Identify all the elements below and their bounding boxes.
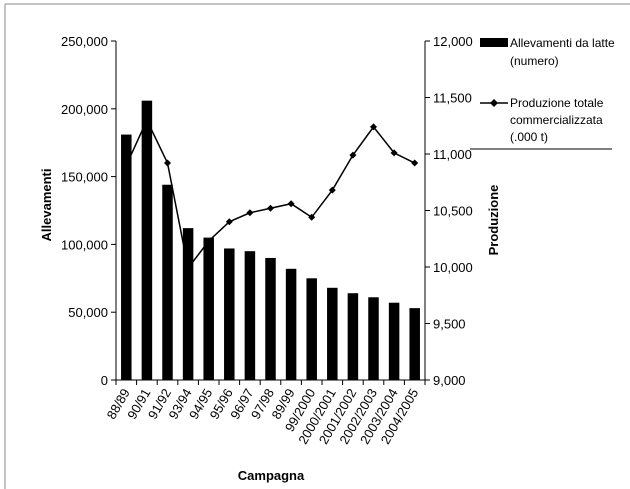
bar-90/91 [141, 100, 153, 380]
legend-label-line-line1: Produzione totale [510, 96, 604, 110]
line-series [122, 116, 419, 272]
right-tick-label: 11,000 [433, 147, 472, 162]
line-point-2000/2001 [328, 186, 336, 194]
line-point-91/92 [164, 159, 171, 167]
x-axis-ticks: 88/8990/9191/9293/9494/9595/9696/9797/98… [104, 380, 426, 447]
left-tick-label: 250,000 [61, 34, 108, 49]
right-tick-label: 11,500 [433, 91, 472, 106]
left-tick-label: 50,000 [68, 305, 108, 320]
line-point-89/99 [287, 200, 295, 208]
legend-bar-swatch [480, 38, 508, 47]
right-tick-label: 9,000 [433, 373, 466, 388]
y2-axis-title: Produzione [486, 185, 501, 256]
legend-label-bars-line2: (numero) [510, 54, 559, 68]
right-tick-label: 12,000 [433, 34, 473, 49]
bar-94/95 [203, 237, 214, 380]
bar-96/97 [244, 251, 256, 380]
bar-2004/2005 [409, 308, 420, 380]
legend-label-line-line2: commercializzata [510, 113, 603, 127]
x-axis-title: Campagna [238, 468, 305, 483]
bar-2000/2001 [327, 287, 338, 380]
left-tick-label: 0 [101, 373, 108, 388]
legend-label-bars-line1: Allevamenti da latte [510, 36, 615, 50]
left-tick-label: 100,000 [61, 237, 108, 252]
bar-series [121, 100, 420, 380]
line-point-2001/2002 [349, 151, 357, 159]
line-point-90/91 [143, 116, 151, 124]
line-point-88/89 [122, 161, 130, 169]
right-axis-ticks: 9,000 9,500 10,000 10,500 11,000 11,500 12,000 [425, 34, 473, 388]
bar-89/99 [285, 268, 297, 380]
legend-label-line-line3: (.000 t) [510, 130, 548, 144]
bar-88/89 [121, 134, 132, 380]
line-point-2003/2004 [390, 149, 398, 157]
legend-diamond-marker [490, 99, 498, 107]
line-point-2002/2003 [370, 123, 377, 131]
right-tick-label: 10,000 [433, 260, 473, 275]
bar-93/94 [182, 228, 194, 380]
right-tick-label: 9,500 [433, 317, 466, 332]
right-tick-label: 10,500 [433, 204, 473, 219]
bar-99/2000 [306, 278, 317, 380]
line-point-97/98 [267, 204, 274, 212]
bar-2001/2002 [347, 293, 359, 380]
left-tick-label: 150,000 [61, 170, 108, 185]
line-point-99/2000 [308, 213, 316, 221]
bar-95/96 [224, 248, 235, 380]
bar-97/98 [265, 257, 276, 380]
line-point-96/97 [246, 209, 254, 217]
legend: Allevamenti da latte (numero) Produzione… [470, 36, 615, 150]
left-axis-ticks: 0 50,000 100,000 150,000 200,000 250,000 [61, 34, 116, 388]
bar-2002/2003 [368, 297, 379, 380]
line-point-2004/2005 [411, 159, 419, 167]
bar-91/92 [162, 184, 173, 380]
bar-2003/2004 [388, 302, 400, 380]
line-point-94/95 [205, 237, 213, 245]
line-point-95/96 [225, 218, 233, 226]
left-tick-label: 200,000 [61, 102, 108, 117]
line-point-93/94 [184, 264, 192, 272]
y-axis-title: Allevamenti [39, 169, 54, 242]
